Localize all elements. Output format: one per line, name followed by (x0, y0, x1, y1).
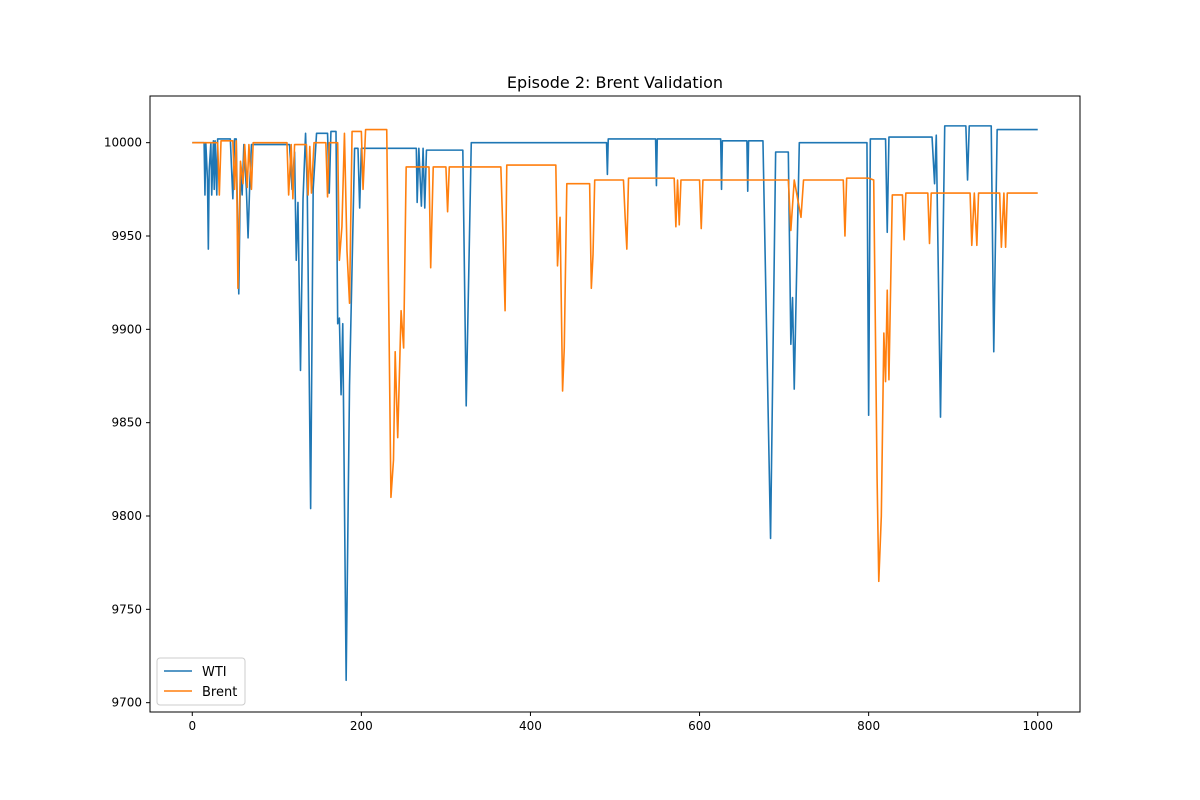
y-tick-label: 9900 (111, 322, 142, 336)
x-tick-label: 200 (350, 719, 373, 733)
x-tick-label: 0 (188, 719, 196, 733)
y-tick-label: 9700 (111, 696, 142, 710)
series-line-brent (192, 128, 1038, 583)
x-tick-label: 400 (519, 719, 542, 733)
plot-frame (149, 95, 1081, 713)
y-tick-label: 9800 (111, 509, 142, 523)
series-line-wti (192, 125, 1038, 682)
legend: WTI Brent (156, 657, 246, 706)
y-tick-label: 10000 (104, 136, 142, 150)
legend-label-wti: WTI (202, 665, 227, 680)
y-axis: 9700 9750 9800 9850 9900 9950 10000 (104, 136, 150, 710)
y-tick-label: 9750 (111, 602, 142, 616)
y-tick-label: 9950 (111, 229, 142, 243)
legend-label-brent: Brent (202, 685, 237, 700)
legend-box (156, 657, 246, 706)
chart-title: Episode 2: Brent Validation (507, 73, 723, 92)
x-tick-label: 1000 (1022, 719, 1053, 733)
plot-lines (192, 125, 1038, 682)
x-axis: 0 200 400 600 800 1000 (188, 712, 1053, 733)
x-tick-label: 600 (688, 719, 711, 733)
x-tick-label: 800 (857, 719, 880, 733)
y-tick-label: 9850 (111, 416, 142, 430)
